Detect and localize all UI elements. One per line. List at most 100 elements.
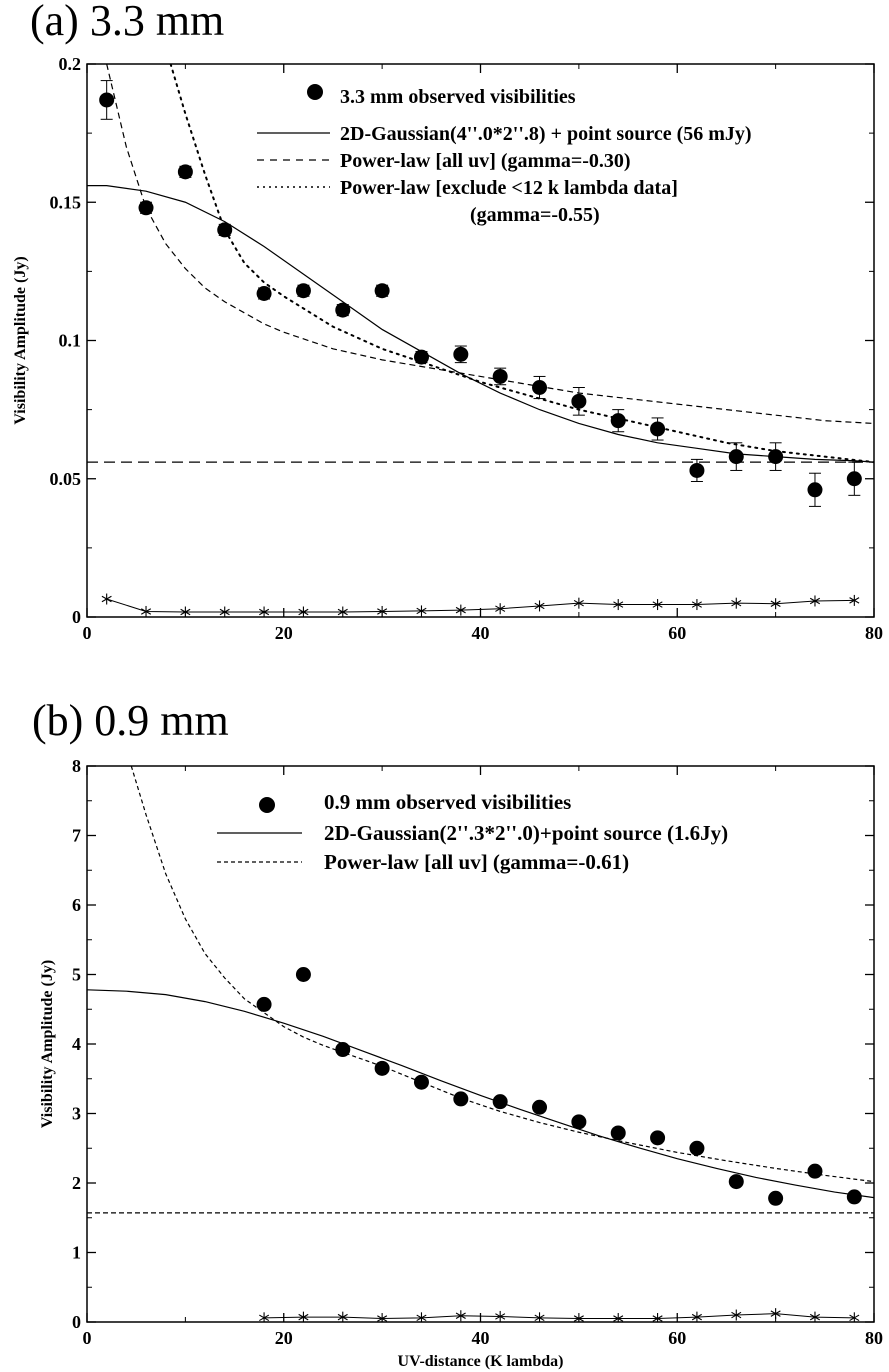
noise-marker	[495, 603, 506, 615]
noise-marker	[809, 595, 821, 607]
noise-marker	[809, 1311, 821, 1322]
x-tick-label: 60	[668, 623, 686, 643]
noise-marker	[416, 605, 427, 617]
noise-marker-stroke	[495, 1313, 506, 1320]
noise-marker-stroke	[337, 1313, 348, 1321]
noise-marker-stroke	[613, 601, 624, 608]
noise-marker	[691, 1311, 702, 1322]
y-tick-label: 1	[72, 1243, 81, 1263]
powerlaw-all-uv-line	[106, 64, 874, 425]
y-tick-label: 0.05	[50, 469, 82, 489]
noise-marker	[731, 597, 742, 609]
y-tick-label: 0.2	[59, 54, 82, 74]
noise-marker	[534, 600, 545, 612]
noise-marker-stroke	[259, 608, 270, 616]
noise-marker-stroke	[455, 606, 466, 614]
noise-line	[264, 1313, 855, 1320]
noise-marker	[770, 598, 781, 610]
noise-marker	[652, 1313, 663, 1322]
noise-marker-stroke	[731, 1311, 742, 1319]
noise-marker	[849, 1312, 860, 1322]
noise-line	[106, 598, 855, 613]
chart-title: (a) 3.3 mm	[30, 0, 224, 45]
legend: 0.9 mm observed visibilities 2D-Gaussian(…	[217, 790, 728, 874]
noise-marker-stroke	[573, 1315, 584, 1322]
noise-marker	[101, 593, 112, 605]
noise-marker-stroke	[691, 601, 702, 608]
data-point	[256, 996, 272, 1012]
gaussian-model-line	[87, 989, 874, 1199]
legend-marker	[259, 797, 275, 813]
data-point	[138, 200, 154, 216]
data-point	[177, 164, 193, 180]
data-point	[374, 1060, 390, 1076]
noise-marker-stroke	[731, 599, 742, 607]
data-point	[571, 1114, 587, 1130]
noise-marker	[259, 606, 270, 617]
plot-area	[87, 766, 874, 1322]
y-tick-label: 0	[72, 1312, 81, 1332]
y-tick-label: 8	[72, 756, 81, 776]
data-point	[374, 283, 390, 299]
legend-label: Power-law [all uv] (gamma=-0.30)	[340, 150, 631, 172]
noise-marker-stroke	[140, 608, 152, 615]
noise-marker-stroke	[809, 1313, 821, 1321]
noise-marker	[337, 606, 348, 617]
noise-marker	[416, 1312, 427, 1322]
noise-marker-stroke	[849, 597, 860, 604]
plot-area	[87, 64, 874, 617]
noise-marker-stroke	[691, 1313, 702, 1321]
panel-a: (a) 3.3 mm 0 20 40 60 80 0 0.05 0.1 0.15 0.2 Visibi…	[12, 0, 883, 643]
x-tick-label: 20	[275, 1328, 293, 1348]
y-axis-label: Visibility Amplitude (Jy)	[12, 256, 29, 424]
data-point	[571, 393, 587, 409]
legend-label: 2D-Gaussian(4''.0*2''.8) + point source …	[340, 123, 752, 145]
noise-marker-stroke	[495, 605, 506, 612]
powerlaw-all-uv-line	[130, 766, 874, 1183]
plot-frame	[86, 63, 875, 618]
legend-marker	[307, 84, 323, 100]
data-point	[453, 1091, 469, 1107]
y-tick-label: 3	[72, 1104, 81, 1124]
noise-marker	[534, 1312, 545, 1322]
legend: 3.3 mm observed visibilities 2D-Gaussian(…	[257, 84, 752, 226]
noise-marker	[140, 605, 152, 617]
data-point	[846, 471, 862, 487]
x-tick-label: 40	[472, 1328, 490, 1348]
data-point	[413, 1074, 429, 1090]
noise-marker	[377, 605, 388, 617]
legend-label: (gamma=-0.55)	[470, 204, 600, 226]
data-point	[650, 1130, 666, 1146]
y-tick-label: 0.15	[50, 192, 82, 212]
data-point	[807, 1163, 823, 1179]
legend-label: 0.9 mm observed visibilities	[324, 790, 571, 814]
noise-marker-stroke	[219, 608, 230, 616]
y-tick-label: 0.1	[59, 331, 82, 351]
y-tick-label: 2	[72, 1173, 81, 1193]
noise-marker-stroke	[377, 1315, 388, 1322]
data-point	[256, 285, 272, 301]
y-tick-label: 5	[72, 965, 81, 985]
data-point	[689, 462, 705, 478]
x-tick-label: 40	[472, 623, 490, 643]
legend-label: 2D-Gaussian(2''.3*2''.0)+point source (1…	[324, 821, 728, 845]
noise-marker-stroke	[337, 608, 348, 616]
noise-marker	[691, 599, 702, 611]
noise-marker	[298, 606, 309, 617]
data-point	[532, 1099, 548, 1115]
noise-marker-stroke	[180, 608, 191, 616]
noise-marker	[613, 599, 624, 611]
x-axis-label: UV-distance (K lambda)	[398, 1353, 564, 1370]
noise-marker-stroke	[573, 599, 584, 607]
data-point	[846, 1189, 862, 1205]
noise-marker-stroke	[652, 601, 663, 608]
x-tick-label: 80	[865, 1328, 883, 1348]
data-point	[610, 1125, 626, 1141]
y-tick-label: 6	[72, 895, 81, 915]
chart-title: (b) 0.9 mm	[32, 696, 229, 745]
powerlaw-exclude-line	[169, 64, 874, 464]
data-point	[453, 346, 469, 362]
data-point	[492, 368, 508, 384]
data-point	[99, 92, 115, 108]
